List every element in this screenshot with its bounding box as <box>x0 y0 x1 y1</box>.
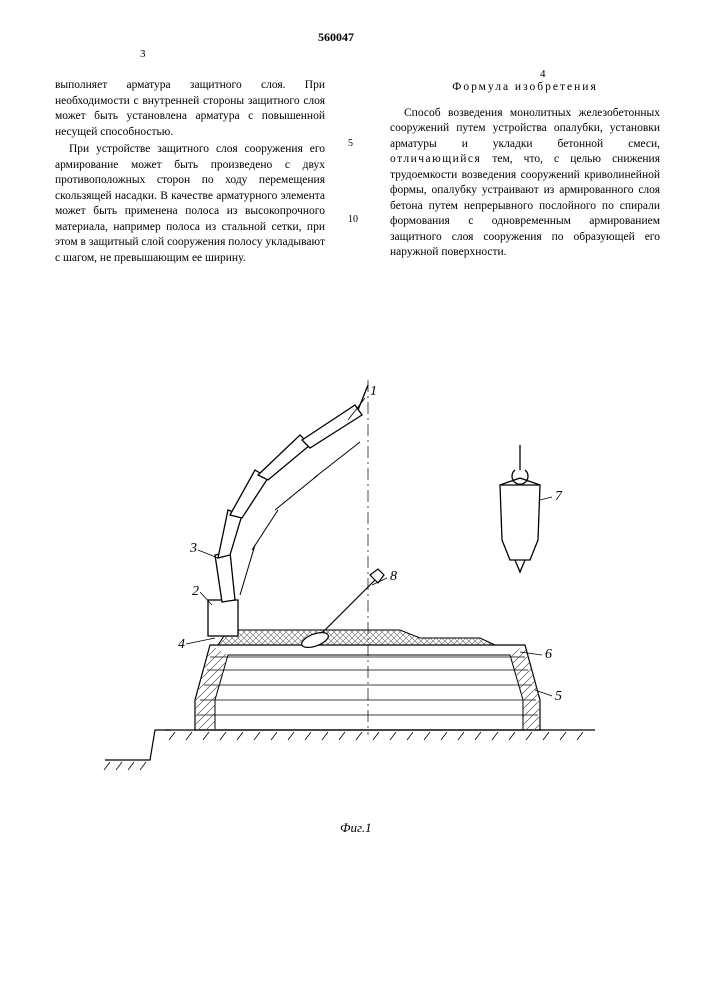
formula-title: Формула изобретения <box>390 80 660 96</box>
document-number: 560047 <box>318 30 354 45</box>
claim-text-1: Способ возведения монолитных железобетон… <box>390 107 660 150</box>
left-para-1: выполняет арматура защитного слоя. При н… <box>55 78 325 140</box>
figure-caption: Фиг.1 <box>340 820 372 836</box>
figure-label-7: 7 <box>555 489 563 504</box>
figure-label-6: 6 <box>545 647 552 662</box>
left-column: выполняет арматура защитного слоя. При н… <box>55 78 325 268</box>
right-para-1: Способ возведения монолитных железобетон… <box>390 106 660 261</box>
page-number-left: 3 <box>140 48 146 60</box>
claim-emphasis: отличающийся <box>390 153 481 165</box>
figure-label-3: 3 <box>189 541 197 556</box>
figure-label-2: 2 <box>192 584 199 599</box>
figure-label-8: 8 <box>390 569 397 584</box>
claim-text-2: тем, что, с целью снижения трудоемкости … <box>390 153 660 258</box>
left-para-2: При устройстве защитного слоя сооружения… <box>55 142 325 266</box>
figure-label-4: 4 <box>178 637 185 652</box>
right-column: Формула изобретения Способ возведения мо… <box>390 80 660 263</box>
figure-label-1: 1 <box>370 384 377 399</box>
line-marker-5: 5 <box>348 138 353 149</box>
figure-svg: 1 2 3 4 5 6 7 8 <box>100 380 640 840</box>
figure-1: 1 2 3 4 5 6 7 8 <box>100 380 640 840</box>
figure-label-5: 5 <box>555 689 562 704</box>
page-number-right: 4 <box>540 68 546 80</box>
line-marker-10: 10 <box>348 214 358 225</box>
